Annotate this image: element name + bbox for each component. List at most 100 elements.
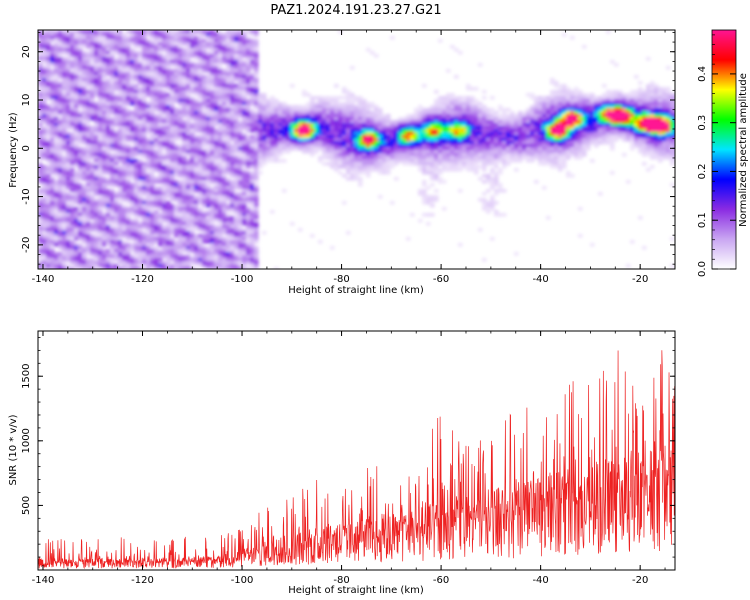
heatmap-cell — [194, 180, 199, 184]
heatmap-cell — [390, 129, 395, 133]
heatmap-cell — [170, 132, 175, 136]
heatmap-cell — [230, 222, 235, 226]
heatmap-cell — [358, 132, 363, 136]
heatmap-cell — [106, 180, 111, 184]
heatmap-cell — [114, 72, 119, 76]
heatmap-cell — [182, 180, 187, 184]
heatmap-cell — [74, 87, 79, 91]
heatmap-cell — [242, 177, 247, 181]
heatmap-cell — [158, 258, 163, 262]
heatmap-cell — [130, 93, 135, 97]
heatmap-cell — [346, 111, 351, 115]
heatmap-cell — [178, 63, 183, 67]
heatmap-cell — [218, 87, 223, 91]
heatmap-cell — [102, 120, 107, 124]
heatmap-cell — [158, 78, 163, 82]
heatmap-cell — [350, 138, 355, 142]
heatmap-cell — [70, 138, 75, 142]
heatmap-cell — [198, 207, 203, 211]
heatmap-cell — [62, 189, 67, 193]
heatmap-cell — [126, 96, 131, 100]
heatmap-cell — [98, 72, 103, 76]
heatmap-cell — [230, 72, 235, 76]
heatmap-cell — [98, 267, 103, 269]
heatmap-cell — [78, 153, 83, 157]
heatmap-cell — [90, 75, 95, 79]
heatmap-cell — [126, 159, 131, 163]
heatmap-cell — [46, 120, 51, 124]
heatmap-cell — [54, 96, 59, 100]
heatmap-cell — [362, 111, 367, 115]
heatmap-cell — [238, 66, 243, 70]
heatmap-cell — [154, 36, 159, 40]
heatmap-cell — [262, 129, 267, 133]
heatmap-cell — [130, 171, 135, 175]
heatmap-cell — [138, 201, 143, 205]
heatmap-cell — [46, 60, 51, 64]
heatmap-cell — [246, 246, 251, 250]
heatmap-cell — [138, 39, 143, 43]
heatmap-cell — [138, 213, 143, 217]
heatmap-cell — [198, 213, 203, 217]
heatmap-cell — [250, 192, 255, 196]
heatmap-cell — [262, 108, 267, 112]
heatmap-cell — [326, 156, 331, 160]
heatmap-cell — [118, 267, 123, 269]
heatmap-cell — [246, 159, 251, 163]
heatmap-cell — [70, 99, 75, 103]
heatmap-cell — [98, 261, 103, 265]
heatmap-cell — [222, 129, 227, 133]
heatmap-cell — [98, 165, 103, 169]
heatmap-cell — [106, 66, 111, 70]
heatmap-cell — [194, 126, 199, 130]
heatmap-cell — [138, 36, 143, 40]
heatmap-cell — [238, 144, 243, 148]
heatmap-cell — [230, 198, 235, 202]
heatmap-cell — [306, 114, 311, 118]
heatmap-cell — [366, 120, 371, 124]
heatmap-cell — [82, 252, 87, 256]
heatmap-cell — [82, 183, 87, 187]
heatmap-cell — [134, 168, 139, 172]
heatmap-cell — [270, 123, 275, 127]
heatmap-cell — [110, 225, 115, 229]
heatmap-cell — [206, 126, 211, 130]
heatmap-cell — [222, 72, 227, 76]
heatmap-cell — [58, 162, 63, 166]
heatmap-cell — [250, 84, 255, 88]
heatmap-cell — [242, 222, 247, 226]
heatmap-cell — [266, 114, 271, 118]
heatmap-cell — [134, 60, 139, 64]
heatmap-cell — [298, 120, 303, 124]
heatmap-cell — [90, 63, 95, 67]
heatmap-cell — [90, 153, 95, 157]
heatmap-cell — [230, 39, 235, 43]
heatmap-cell — [234, 117, 239, 121]
heatmap-cell — [130, 147, 135, 151]
heatmap-cell — [242, 72, 247, 76]
heatmap-cell — [82, 198, 87, 202]
heatmap-cell — [202, 45, 207, 49]
heatmap-cell — [62, 66, 67, 70]
heatmap-cell — [118, 42, 123, 46]
heatmap-cell — [370, 144, 375, 148]
heatmap-cell — [146, 174, 151, 178]
heatmap-cell — [114, 105, 119, 109]
heatmap-cell — [94, 48, 99, 52]
heatmap-cell — [62, 216, 67, 220]
heatmap-cell — [98, 234, 103, 238]
heatmap-cell — [302, 117, 307, 121]
heatmap-cell — [58, 231, 63, 235]
heatmap-cell — [210, 117, 215, 121]
heatmap-cell — [162, 60, 167, 64]
heatmap-cell — [118, 240, 123, 244]
heatmap-cell — [234, 141, 239, 145]
heatmap-cell — [82, 213, 87, 217]
heatmap-cell — [234, 78, 239, 82]
heatmap-cell — [186, 108, 191, 112]
heatmap-cell — [234, 66, 239, 70]
heatmap-cell — [74, 93, 79, 97]
heatmap-cell — [246, 129, 251, 133]
heatmap-cell — [194, 42, 199, 46]
heatmap-cell — [390, 132, 395, 136]
